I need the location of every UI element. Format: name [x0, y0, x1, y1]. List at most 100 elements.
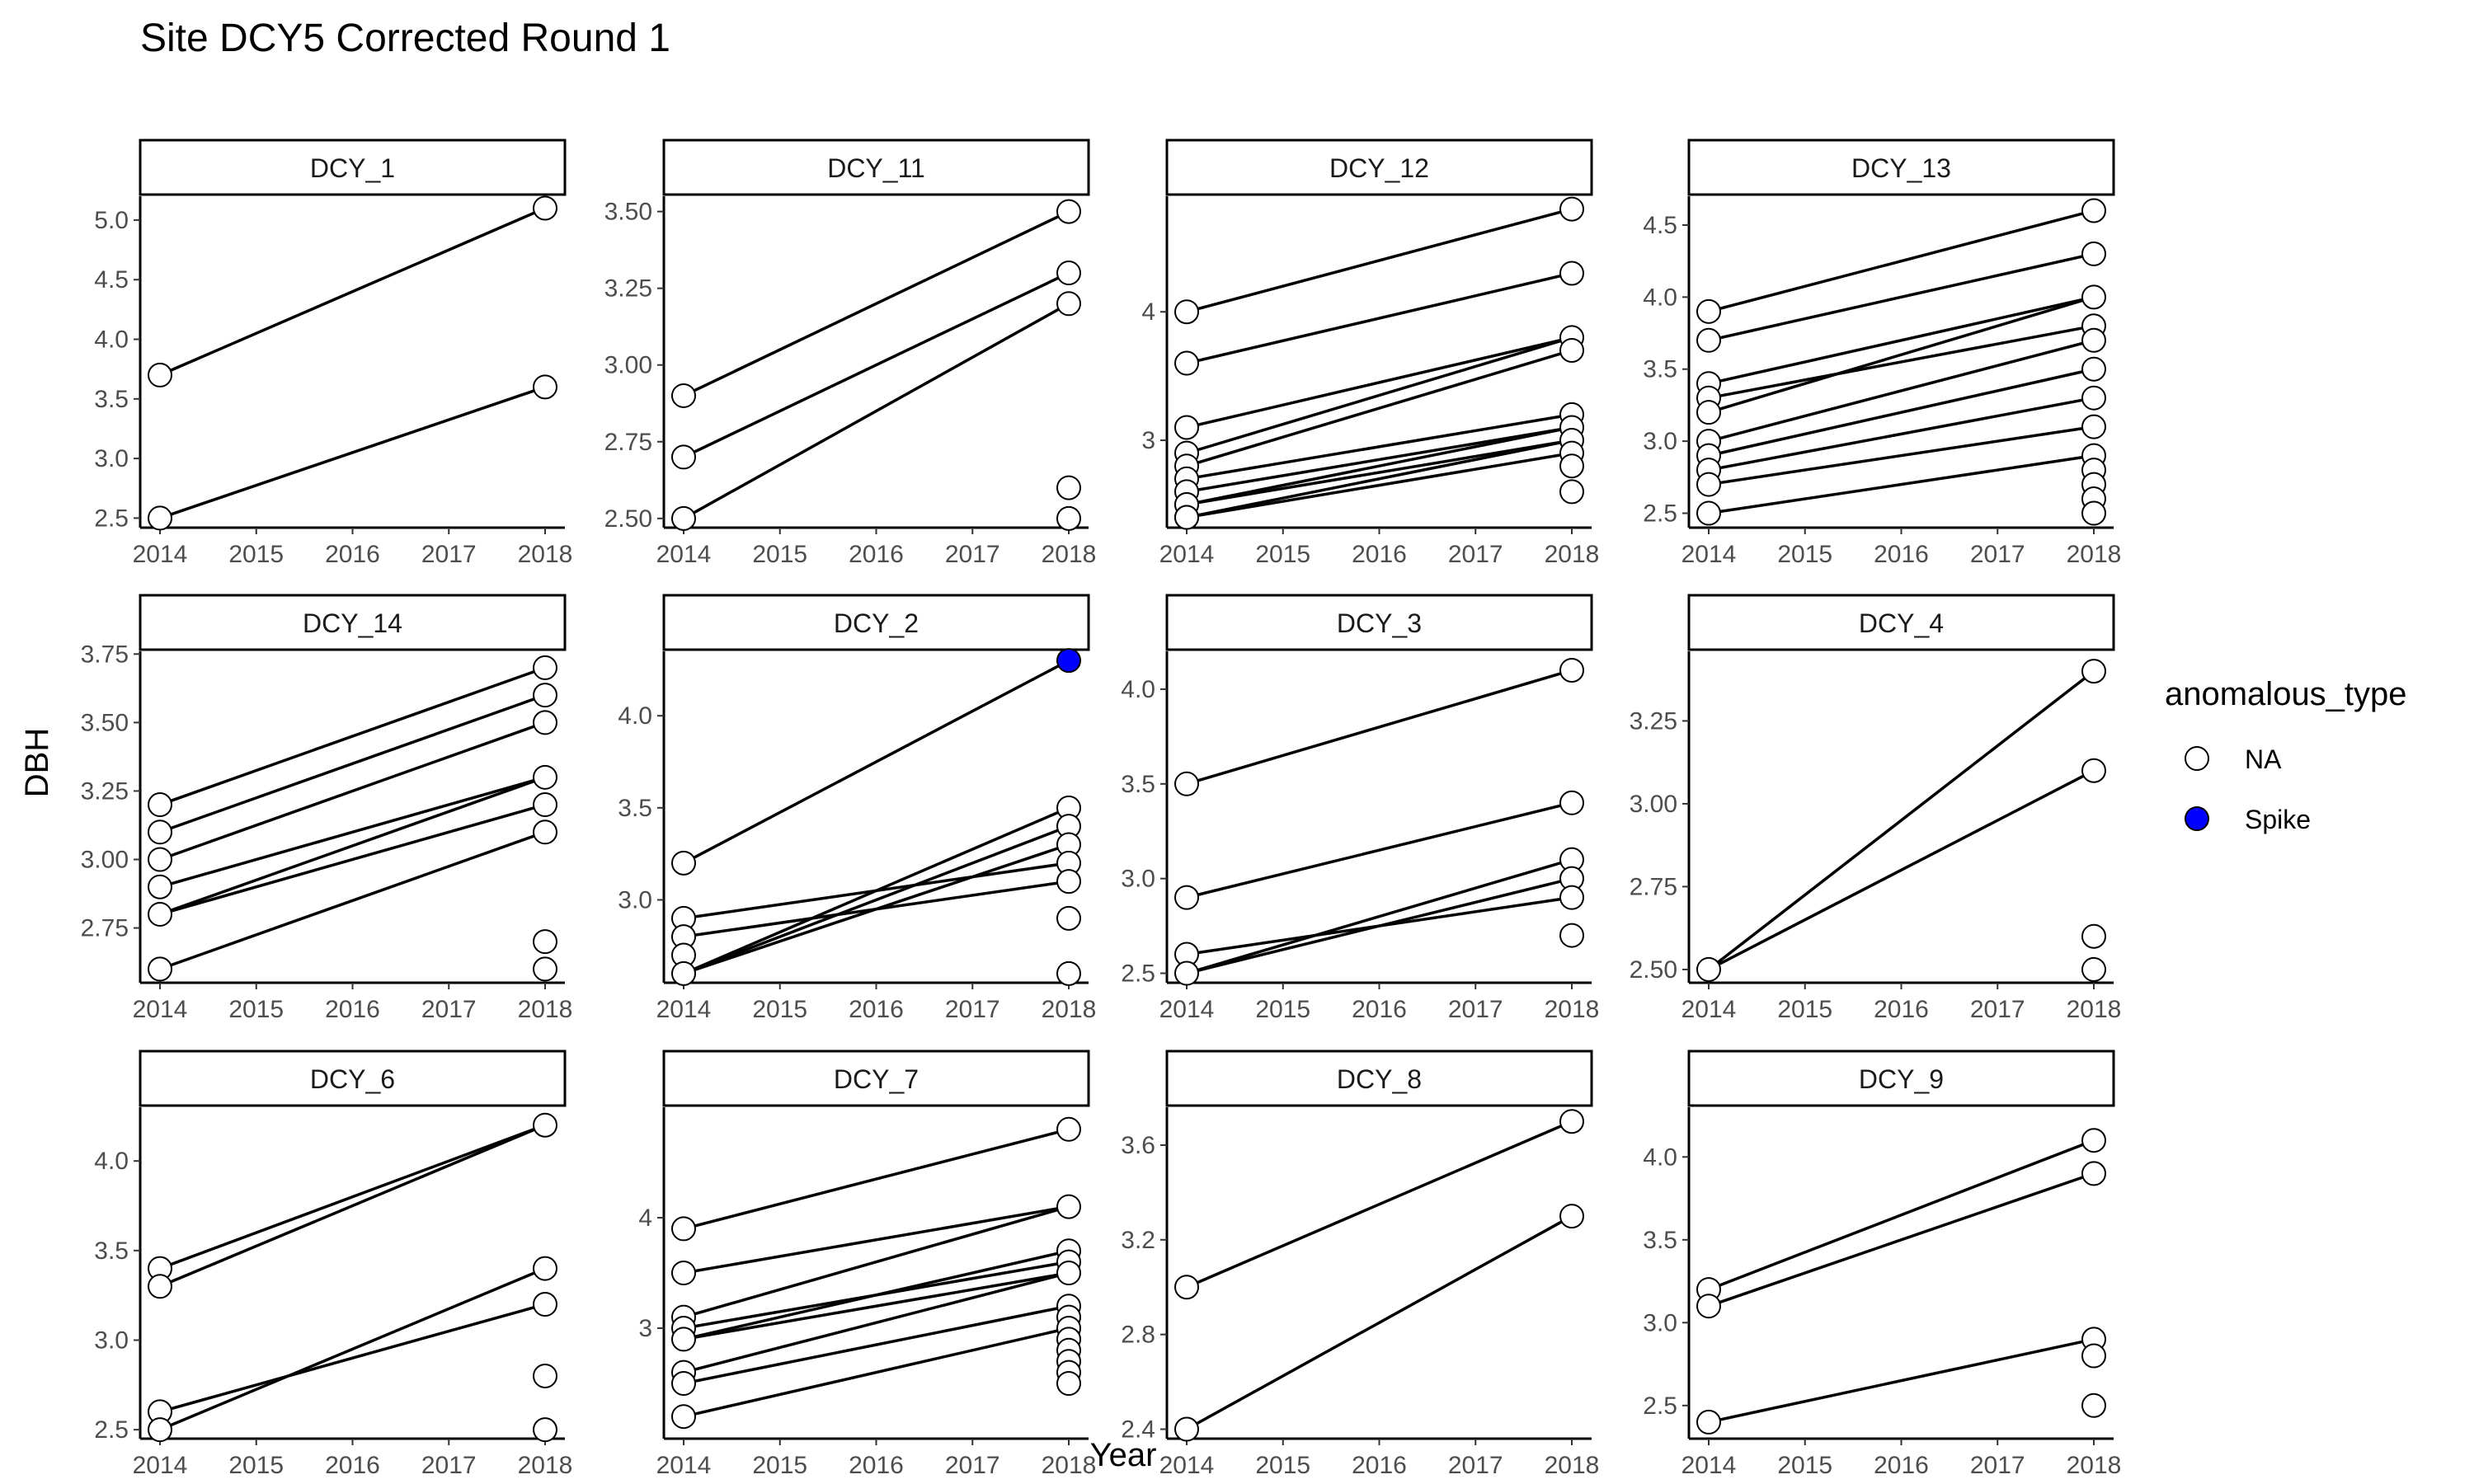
data-point	[671, 850, 696, 876]
data-point	[671, 383, 696, 408]
series-line	[1708, 769, 2095, 971]
data-point	[533, 819, 557, 845]
data-point	[1174, 505, 1199, 530]
y-tick-label: 3.00	[604, 352, 652, 379]
data-point	[1559, 885, 1584, 910]
data-point	[671, 505, 696, 531]
series-line	[1186, 336, 1573, 430]
data-point	[1559, 453, 1584, 479]
data-point	[148, 901, 172, 927]
x-tick-label: 2015	[1777, 1452, 1832, 1479]
x-tick-label: 2018	[2067, 541, 2122, 568]
x-tick-label: 2015	[752, 996, 807, 1023]
series-line	[159, 1124, 546, 1270]
y-tick-label: 3	[638, 1315, 652, 1342]
data-point	[2081, 356, 2106, 382]
x-tick-label: 2015	[1777, 541, 1832, 568]
x-tick-label: 2018	[1042, 996, 1097, 1023]
facet-panel: DCY_8 2.4 2.8 3.2 3.6 2014 2015 2016 2017 2018	[1121, 1050, 1600, 1479]
x-tick-label: 2016	[849, 996, 904, 1023]
x-tick-label: 2016	[849, 1452, 904, 1479]
data-point	[2081, 1392, 2106, 1418]
x-tick-label: 2015	[752, 541, 807, 568]
data-point	[1056, 1371, 1081, 1396]
series-line	[159, 385, 546, 520]
data-point	[671, 1216, 696, 1242]
data-point	[2081, 923, 2106, 949]
y-tick-label: 4	[1141, 298, 1155, 326]
x-tick-label: 2018	[518, 541, 573, 568]
facet-strip-label: DCY_14	[303, 608, 402, 638]
x-tick-label: 2018	[1545, 1452, 1600, 1479]
data-point	[2081, 385, 2106, 411]
data-point	[148, 874, 172, 899]
series-line	[1708, 209, 2095, 313]
data-point	[533, 929, 557, 955]
facet-strip-label: DCY_13	[1851, 153, 1951, 183]
series-line	[683, 271, 1070, 458]
data-point	[148, 1274, 172, 1299]
facet-panel: DCY_12 3 4 2014 2015 2016 2017 2018	[1141, 139, 1599, 568]
data-point	[1056, 869, 1081, 895]
x-tick-label: 2018	[1042, 541, 1097, 568]
data-point	[533, 792, 557, 818]
facet-panel: DCY_2 3.0 3.5 4.0 2014 2015 2016 2017 2018	[618, 594, 1097, 1023]
facet-strip-label: DCY_7	[834, 1064, 919, 1094]
series-line	[1707, 669, 2095, 971]
data-point	[533, 764, 557, 790]
x-tick-label: 2016	[1352, 541, 1407, 568]
series-line	[1708, 396, 2095, 472]
series-line	[159, 693, 546, 834]
x-tick-label: 2014	[1681, 996, 1737, 1023]
data-point	[533, 195, 557, 221]
y-tick-label: 2.4	[1121, 1416, 1155, 1444]
y-tick-label: 3	[1141, 427, 1155, 454]
data-point	[671, 1327, 696, 1352]
facet-panel: DCY_7 3 4 2014 2015 2016 2017 2018	[638, 1050, 1096, 1479]
x-tick-label: 2017	[945, 996, 1000, 1023]
data-point	[1559, 657, 1584, 683]
y-tick-label: 3.5	[94, 386, 129, 413]
series-line	[683, 302, 1070, 520]
legend: anomalous_type NA Spike	[2165, 676, 2407, 834]
x-tick-label: 2015	[752, 1452, 807, 1479]
data-point	[1559, 261, 1584, 286]
facet-panel: DCY_1 2.5 3.0 3.5 4.0 4.5 5.0 2014 2015 2016 2017 2…	[94, 139, 573, 568]
series-line	[1708, 453, 2095, 515]
x-tick-label: 2015	[228, 541, 284, 568]
series-line	[683, 1304, 1070, 1385]
y-tick-label: 3.0	[1643, 1309, 1677, 1336]
series-line	[1708, 1172, 2095, 1308]
data-point	[148, 362, 172, 387]
series-line	[159, 776, 546, 916]
x-tick-label: 2014	[1681, 541, 1737, 568]
series-line	[1186, 413, 1573, 481]
data-point	[533, 655, 557, 680]
x-tick-label: 2017	[945, 1452, 1000, 1479]
series-line	[1186, 271, 1573, 365]
data-point	[1056, 475, 1081, 500]
data-point	[1056, 261, 1081, 286]
data-point	[1174, 415, 1199, 440]
x-tick-label: 2015	[228, 1452, 284, 1479]
y-tick-label: 4.5	[1643, 212, 1677, 239]
data-point	[671, 444, 696, 470]
x-tick-label: 2014	[1681, 1452, 1737, 1479]
facet-strip	[1165, 139, 1593, 196]
series-line	[159, 206, 546, 377]
facet-strip-label: DCY_8	[1337, 1064, 1422, 1094]
x-tick-label: 2016	[1874, 541, 1929, 568]
data-point	[1056, 1116, 1081, 1142]
series-line	[1186, 1120, 1573, 1289]
data-point	[1559, 337, 1584, 363]
facet-strip	[139, 594, 567, 651]
x-tick-label: 2016	[1874, 996, 1929, 1023]
series-line	[1186, 1214, 1573, 1431]
series-line	[1708, 324, 2095, 400]
y-tick-label: 3.5	[618, 795, 652, 822]
series-line	[1708, 368, 2095, 458]
series-line	[1186, 207, 1573, 313]
facet-panel: DCY_11 2.50 2.75 3.00 3.25 3.50 2014 2015 2016 20…	[604, 139, 1097, 568]
